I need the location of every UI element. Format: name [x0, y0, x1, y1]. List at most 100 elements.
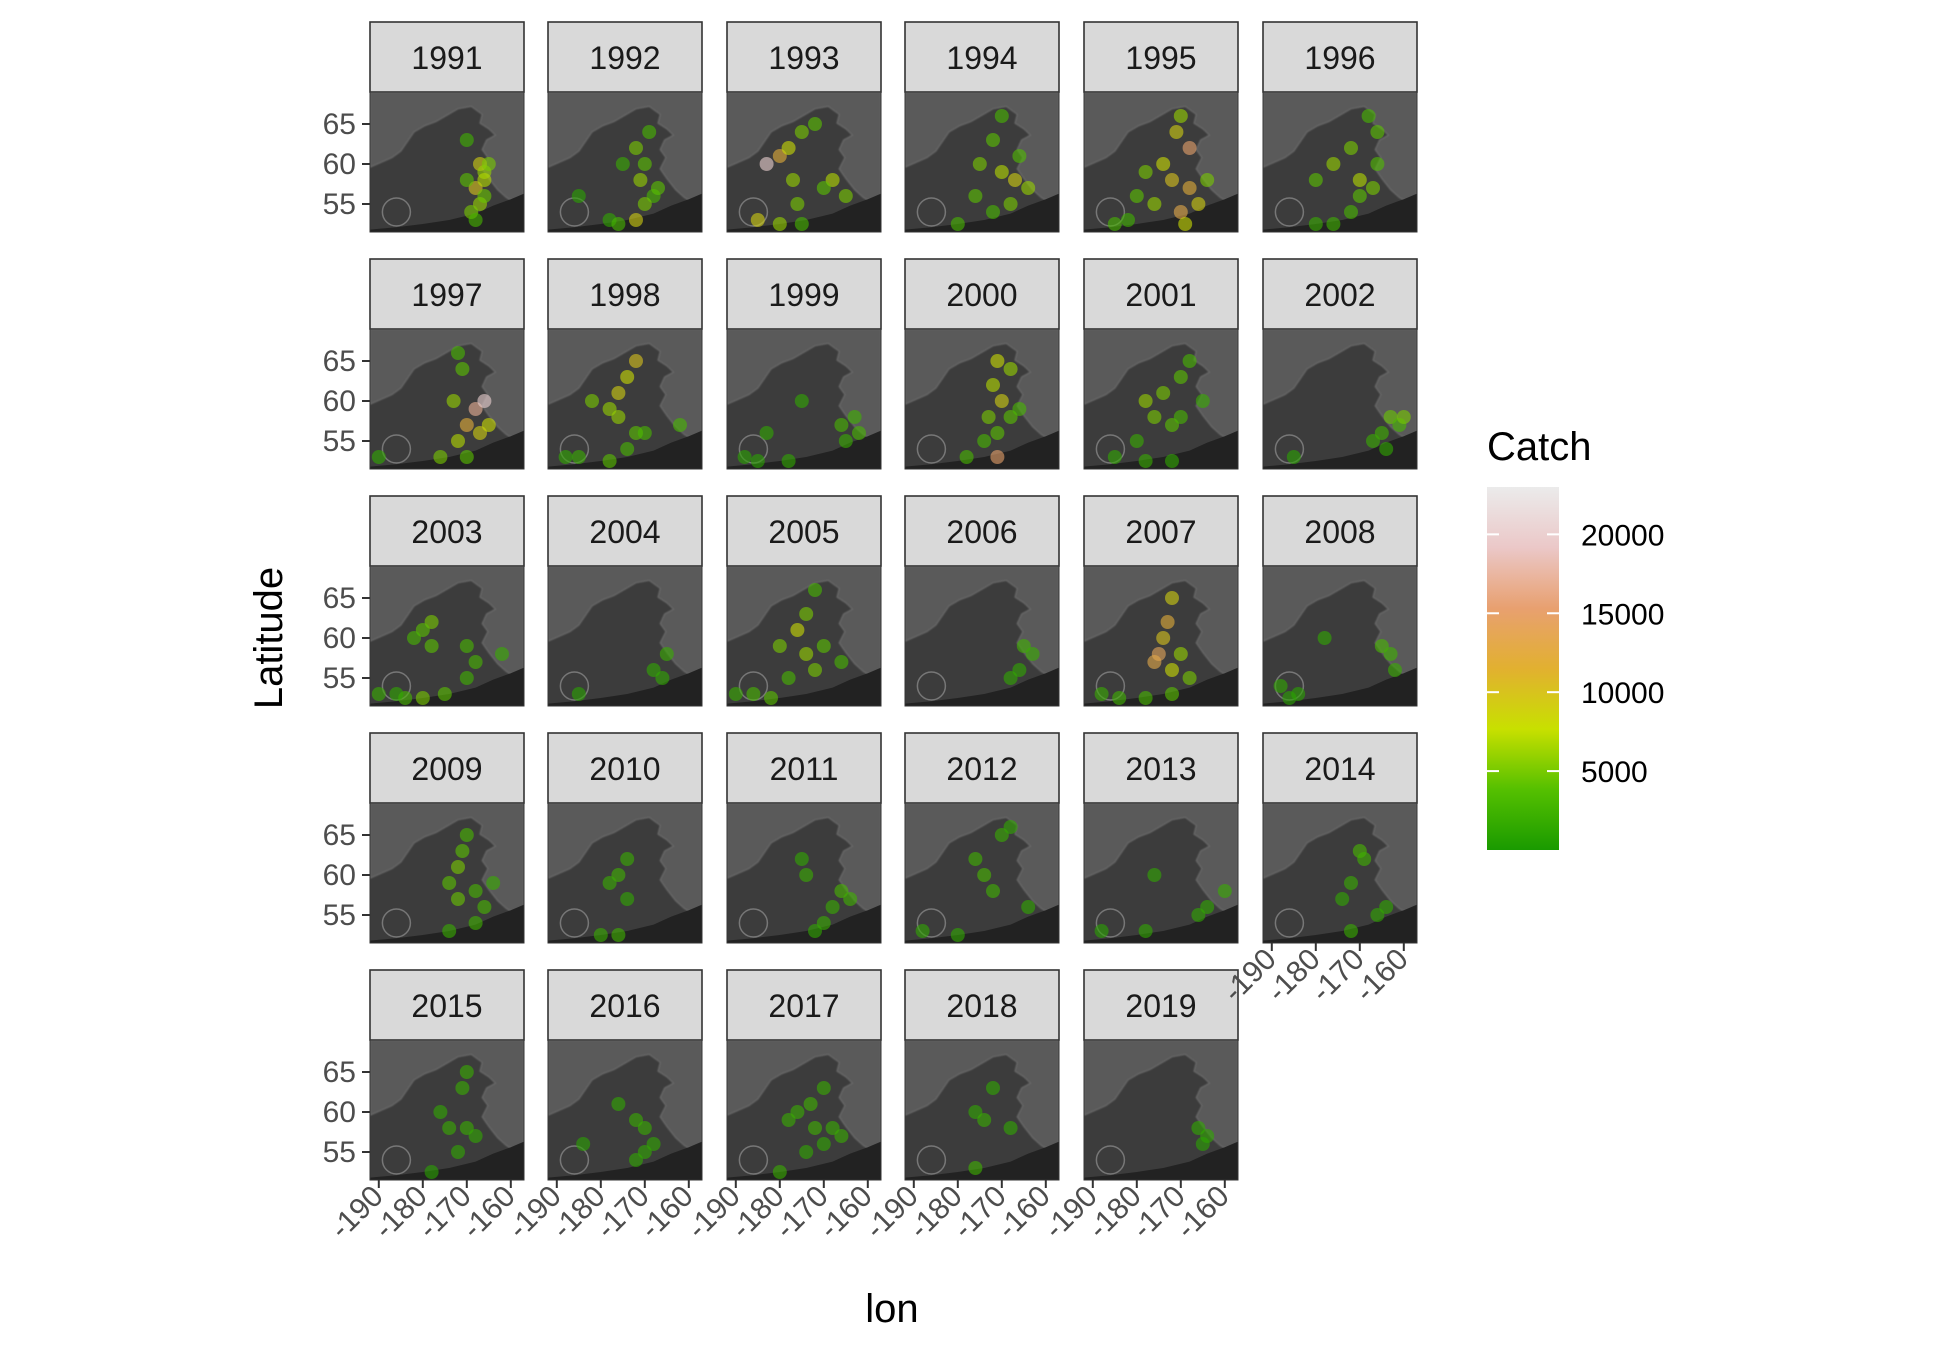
facet-strip-label: 2002 — [1304, 277, 1375, 313]
catch-point — [1169, 125, 1184, 139]
catch-point — [1003, 197, 1018, 211]
land-outline-arc — [559, 434, 590, 464]
facet-strip-label: 2009 — [411, 751, 482, 787]
facet-strip-label: 2003 — [411, 514, 482, 550]
panel-border — [904, 802, 1060, 944]
catch-point — [790, 197, 805, 211]
catch-point — [558, 450, 573, 464]
panel-border — [904, 565, 1060, 707]
land-outline-arc — [381, 908, 412, 938]
catch-point — [620, 852, 635, 866]
catch-point — [611, 928, 626, 942]
map-layer — [905, 329, 1059, 469]
facet-strip-label: 1993 — [768, 40, 839, 76]
catch-point — [611, 410, 626, 424]
legend-colorbar — [1487, 487, 1559, 850]
sea-shelf-shape — [727, 904, 881, 943]
facet-panel-1994: 1994 — [904, 21, 1060, 233]
catch-point — [637, 197, 652, 211]
catch-point — [994, 165, 1009, 179]
y-tick-label: 65 — [323, 108, 356, 141]
land-shape — [727, 566, 881, 683]
catch-point — [455, 1081, 470, 1095]
catch-point — [959, 450, 974, 464]
facet-strip-label: 2011 — [770, 751, 839, 787]
catch-point — [1182, 671, 1197, 685]
sea-shelf-shape — [370, 430, 524, 469]
sea-shelf-shape — [727, 193, 881, 232]
catch-point — [750, 213, 765, 227]
map-layer — [370, 329, 524, 469]
facet-strip — [547, 732, 703, 804]
catch-point — [1335, 892, 1350, 906]
catch-point — [651, 181, 665, 195]
facet-strip — [726, 495, 882, 567]
panel-border — [726, 328, 882, 470]
catch-point — [629, 1153, 643, 1167]
catch-point — [1357, 852, 1372, 866]
catch-point — [781, 1113, 796, 1127]
facet-panel-2014: 2014 — [1262, 732, 1418, 944]
catch-point — [1370, 125, 1385, 139]
catch-point — [1012, 402, 1027, 416]
catch-point — [1191, 908, 1206, 922]
facet-panel-2007: 2007 — [1083, 495, 1239, 707]
facet-panel-2012: 2012 — [904, 732, 1060, 944]
facet-strip-label: 2013 — [1125, 751, 1196, 787]
catch-point — [950, 217, 965, 231]
catch-point — [1383, 647, 1398, 661]
catch-point — [1195, 1137, 1210, 1151]
catch-point — [1021, 181, 1036, 195]
y-tick-label: 60 — [323, 622, 356, 655]
facet-panel-2019: 2019 — [1083, 969, 1239, 1181]
land-shape — [727, 1040, 881, 1157]
catch-point — [1173, 205, 1188, 219]
catch-point — [728, 687, 743, 701]
catch-point — [786, 173, 800, 187]
catch-point — [794, 394, 809, 408]
land-outline-arc — [1274, 434, 1305, 464]
panel-border — [547, 328, 703, 470]
facet-strip-label: 2015 — [411, 988, 482, 1024]
sea-shelf-shape — [370, 667, 524, 706]
catch-point — [459, 828, 474, 842]
catch-point — [1025, 647, 1040, 661]
facet-strip — [547, 969, 703, 1041]
catch-point — [1138, 454, 1153, 468]
map-layer — [905, 1040, 1059, 1180]
catch-point — [1396, 410, 1411, 424]
sea-shelf-shape — [1084, 904, 1238, 943]
catch-point — [495, 647, 509, 661]
catch-point — [1173, 370, 1188, 384]
land-shape — [1084, 1040, 1238, 1157]
catch-point — [1182, 354, 1197, 368]
catch-point — [477, 173, 492, 187]
facet-strip-label: 2016 — [589, 988, 660, 1024]
x-tick-label: -160 — [1349, 943, 1415, 1009]
catch-point — [459, 639, 474, 653]
catch-point — [633, 173, 648, 187]
catch-point — [442, 876, 457, 890]
facet-strip-label: 1992 — [589, 40, 660, 76]
sea-shelf-shape — [905, 1141, 1059, 1180]
y-tick-label: 55 — [323, 899, 356, 932]
sea-shelf-shape — [548, 193, 702, 232]
catch-point — [611, 1097, 626, 1111]
sea-shelf-shape — [548, 1141, 702, 1180]
land-outline-arc — [738, 197, 769, 227]
land-shape — [370, 92, 524, 209]
facet-strip — [1262, 21, 1418, 93]
catch-point — [759, 157, 774, 171]
catch-point — [994, 109, 1009, 123]
land-outline-arc — [559, 1145, 590, 1175]
catch-point — [816, 1081, 831, 1095]
map-layer — [1263, 566, 1417, 706]
x-tick-label: -160 — [1170, 1180, 1236, 1246]
facet-strip-label: 1996 — [1304, 40, 1375, 76]
panel-border — [1262, 328, 1418, 470]
land-shape — [1263, 803, 1417, 920]
facet-strip-label: 1998 — [589, 277, 660, 313]
map-layer — [905, 803, 1059, 943]
sea-shelf-shape — [905, 430, 1059, 469]
land-shape — [548, 566, 702, 683]
